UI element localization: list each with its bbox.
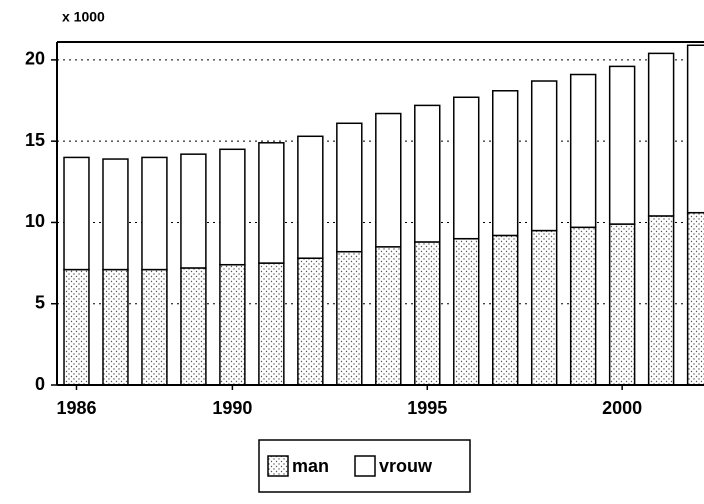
bar-segment	[63, 156, 90, 271]
bar-segment	[686, 44, 704, 214]
bar-segment	[375, 246, 402, 386]
x-tick-label: 1986	[56, 398, 96, 418]
bar-segment	[608, 223, 636, 386]
bar-segment	[608, 65, 636, 225]
bar-segment	[492, 90, 519, 237]
bar-segment	[297, 257, 324, 386]
bar-segment	[492, 234, 519, 386]
x-tick-label: 2000	[602, 398, 642, 418]
bar-segment	[375, 112, 402, 248]
bar-segment	[530, 229, 558, 386]
bar-segment	[102, 158, 129, 271]
bar-segment	[63, 268, 90, 386]
bar-segment	[686, 211, 704, 386]
bar-segment	[258, 262, 285, 386]
bar-segment	[453, 237, 480, 386]
x-tick-label: 1990	[212, 398, 252, 418]
legend-swatch	[354, 455, 376, 477]
bar-segment	[336, 122, 363, 253]
y-tick-label: 15	[25, 130, 45, 150]
bar-segment	[141, 268, 168, 386]
y-axis-label: x 1000	[62, 9, 105, 25]
bar-segment	[453, 96, 480, 240]
bar-segment	[180, 267, 207, 386]
y-tick-label: 10	[25, 211, 45, 231]
y-tick-label: 5	[35, 292, 45, 312]
bar-segment	[297, 135, 324, 259]
bar-segment	[141, 156, 168, 271]
x-tick-label: 1995	[407, 398, 447, 418]
bar-segment	[219, 148, 246, 266]
bar-segment	[180, 153, 207, 269]
bar-segment	[414, 104, 441, 243]
bar-segment	[569, 73, 597, 229]
bar-segment	[219, 263, 246, 386]
bar-segment	[530, 80, 558, 232]
bar-segment	[258, 142, 285, 264]
bar-segment	[102, 268, 129, 386]
bar-segment	[569, 226, 597, 386]
legend-swatch	[267, 455, 289, 477]
bar-segment	[647, 215, 675, 386]
bar-segment	[414, 241, 441, 386]
legend-label: vrouw	[379, 456, 433, 476]
legend-label: man	[292, 456, 329, 476]
y-tick-label: 20	[25, 49, 45, 69]
y-tick-label: 0	[35, 374, 45, 394]
bar-segment	[647, 52, 675, 217]
bar-segment	[336, 250, 363, 386]
